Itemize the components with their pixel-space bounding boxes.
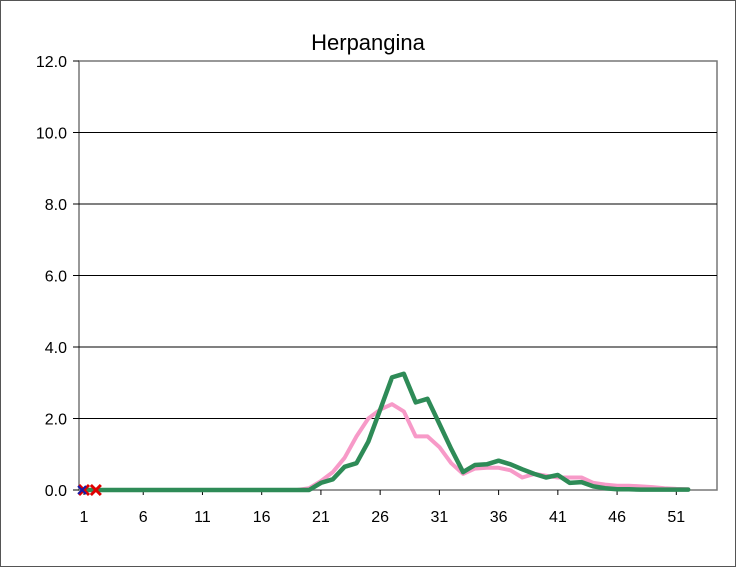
x-tick-label: 16 [253,509,271,526]
y-tick-label: 10.0 [36,126,67,143]
y-tick-label: 4.0 [45,340,67,357]
data-marker [89,483,102,497]
x-tick-label: 21 [312,509,330,526]
y-tick-label: 2.0 [45,412,67,429]
x-tick-label: 41 [549,509,567,526]
y-tick-label: 6.0 [45,269,67,286]
x-tick-label: 11 [194,509,211,526]
origin-marker [77,485,87,495]
x-tick-label: 6 [139,509,148,526]
chart-title: Herpangina [311,30,425,55]
x-tick-label: 36 [490,509,508,526]
y-tick-label: 8.0 [45,197,67,214]
x-tick-label: 51 [667,509,685,526]
data-marker [77,483,91,497]
x-tick-label: 31 [430,509,448,526]
x-tick-label: 1 [80,509,89,526]
x-tick-label: 26 [371,509,389,526]
series-line-2 [81,371,691,493]
x-tick-label: 46 [608,509,626,526]
y-tick-label: 12.0 [36,54,67,71]
y-tick-label: 0.0 [45,483,67,500]
